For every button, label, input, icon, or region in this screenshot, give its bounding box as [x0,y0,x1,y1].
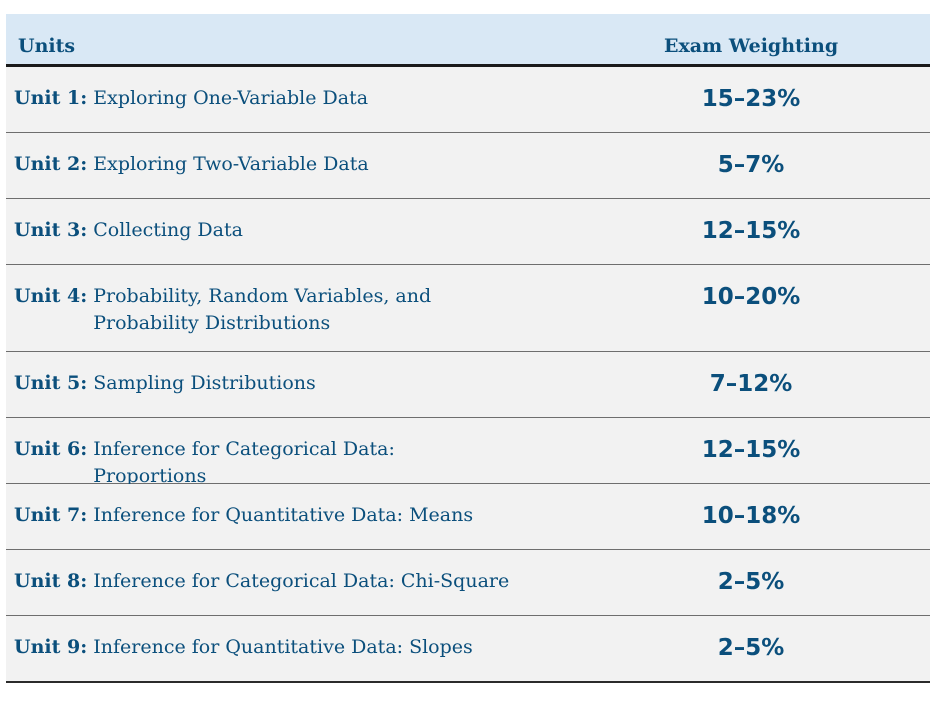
unit-number: Unit 9: [14,636,88,658]
table-row: Unit 1: Exploring One-Variable Data 15–2… [6,67,930,133]
weighting-value: 2–5% [717,635,785,661]
weighting-value: 10–20% [701,284,801,310]
unit-title: Inference for Quantitative Data: Means [93,504,474,526]
unit-title: Exploring Two-Variable Data [93,153,369,175]
unit-cell: Unit 6: Inference for Categorical Data: … [14,436,513,490]
table-row: Unit 8: Inference for Categorical Data: … [6,550,930,616]
table-row: Unit 5: Sampling Distributions 7–12% [6,352,930,418]
weighting-value: 5–7% [717,152,785,178]
unit-number: Unit 8: [14,570,88,592]
table-header: Units Exam Weighting [6,14,930,67]
weighting-value: 12–15% [701,437,801,463]
unit-number: Unit 5: [14,372,88,394]
unit-title: Inference for Quantitative Data: Slopes [93,636,473,658]
weighting-value: 15–23% [701,86,801,112]
unit-cell: Unit 5: Sampling Distributions [14,370,316,397]
unit-number: Unit 2: [14,153,88,175]
units-column-header: Units [18,35,76,57]
table-row: Unit 9: Inference for Quantitative Data:… [6,616,930,683]
unit-title: Inference for Categorical Data: Proporti… [93,438,395,487]
table-row: Unit 6: Inference for Categorical Data: … [6,418,930,487]
unit-cell: Unit 2: Exploring Two-Variable Data [14,151,369,178]
unit-title: Probability, Random Variables, and Proba… [93,285,432,334]
unit-title: Collecting Data [93,219,243,241]
weighting-value: 10–18% [701,503,801,529]
table-row: Unit 4: Probability, Random Variables, a… [6,265,930,352]
unit-cell: Unit 7: Inference for Quantitative Data:… [14,502,473,529]
weighting-value: 2–5% [717,569,785,595]
table-row: Unit 2: Exploring Two-Variable Data 5–7% [6,133,930,199]
unit-cell: Unit 8: Inference for Categorical Data: … [14,568,509,595]
unit-title: Inference for Categorical Data: Chi-Squa… [93,570,510,592]
unit-number: Unit 7: [14,504,88,526]
unit-cell: Unit 1: Exploring One-Variable Data [14,85,368,112]
unit-number: Unit 4: [14,285,88,307]
exam-weighting-column-header: Exam Weighting [664,35,839,57]
exam-weighting-table: Units Exam Weighting Unit 1: Exploring O… [6,14,930,683]
unit-number: Unit 1: [14,87,88,109]
table-row: Unit 3: Collecting Data 12–15% [6,199,930,265]
unit-number: Unit 3: [14,219,88,241]
weighting-value: 12–15% [701,218,801,244]
unit-cell: Unit 9: Inference for Quantitative Data:… [14,634,473,661]
unit-title: Sampling Distributions [93,372,316,394]
unit-cell: Unit 4: Probability, Random Variables, a… [14,283,513,337]
unit-title: Exploring One-Variable Data [93,87,369,109]
weighting-value: 7–12% [709,371,793,397]
table-row: Unit 7: Inference for Quantitative Data:… [6,484,930,550]
unit-cell: Unit 3: Collecting Data [14,217,243,244]
unit-number: Unit 6: [14,438,88,460]
